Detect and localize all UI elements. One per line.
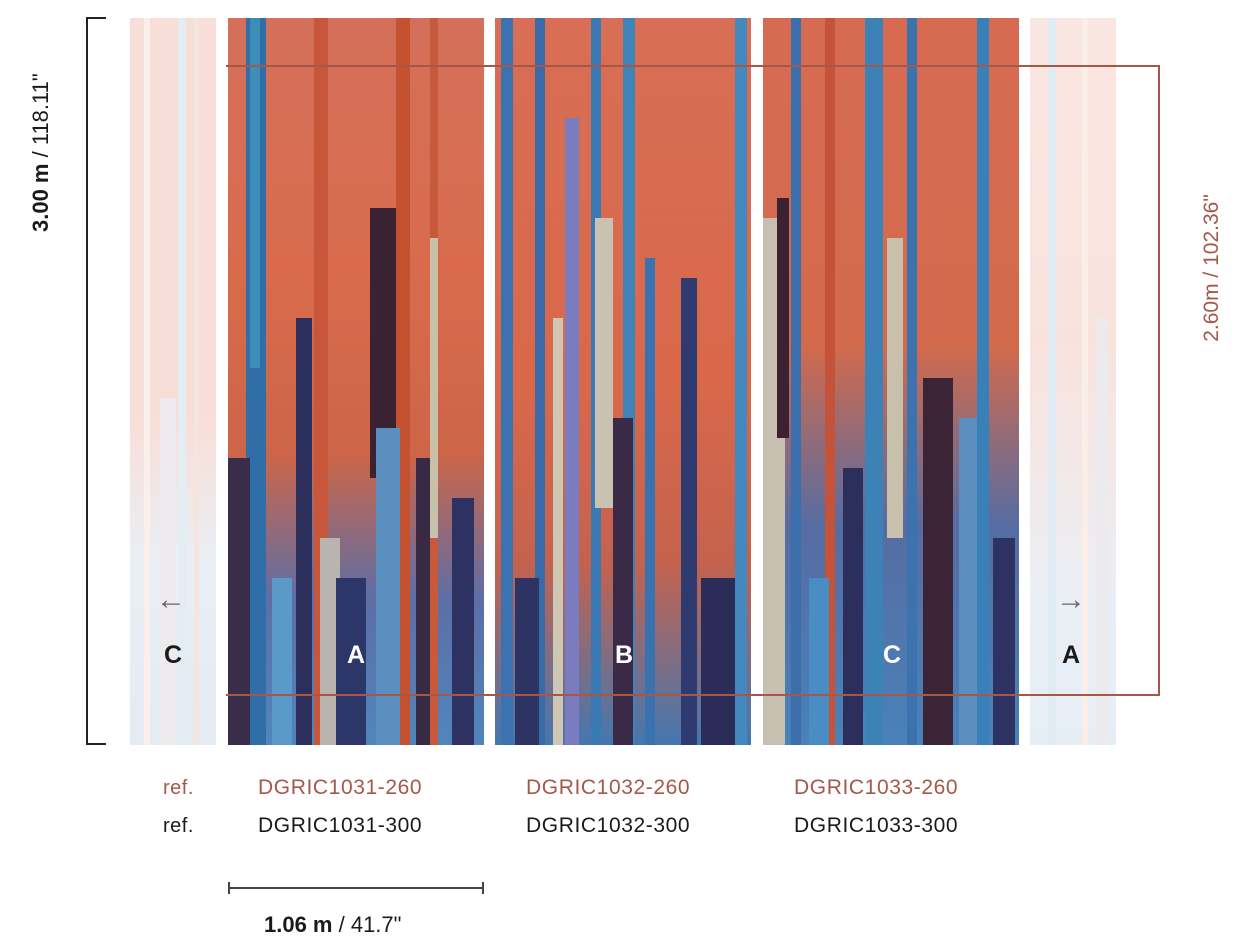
- inner-height-label: 2.60m / 102.36": [1200, 194, 1223, 342]
- letter-panel-a: A: [346, 641, 366, 669]
- width-bold: 1.06 m: [264, 912, 333, 937]
- ref-label-260: ref.: [163, 777, 194, 799]
- ref-panel-b-300: DGRIC1032-300: [526, 814, 691, 837]
- ref-panel-a-260: DGRIC1031-260: [258, 776, 423, 799]
- total-bracket-bottom-tick: [86, 743, 106, 745]
- total-bracket-vertical: [86, 17, 88, 745]
- width-label: 1.06 m / 41.7": [264, 912, 401, 938]
- ref-panel-c-300: DGRIC1033-300: [794, 814, 959, 837]
- panel-a: [228, 18, 484, 745]
- arrow-left-icon: ←: [156, 583, 186, 616]
- panel-b: [495, 18, 751, 745]
- width-rest: / 41.7": [332, 912, 402, 937]
- total-bracket-top-tick: [86, 17, 106, 19]
- width-line-right-tick: [482, 882, 484, 894]
- arrow-right-icon: →: [1056, 583, 1086, 616]
- total-height-rest: / 118.11": [28, 73, 53, 164]
- ghost-panel-right: [1030, 18, 1116, 745]
- total-height-bold: 3.00 m: [28, 163, 53, 233]
- ref-panel-b-260: DGRIC1032-260: [526, 776, 691, 799]
- panel-c: [763, 18, 1019, 745]
- width-line-left-tick: [228, 882, 230, 894]
- letter-panel-b: B: [614, 641, 634, 669]
- inner-bracket-bottom-tick: [1141, 694, 1159, 696]
- letter-ghost-left: C: [163, 641, 183, 669]
- letter-ghost-right: A: [1061, 641, 1081, 669]
- letter-panel-c: C: [882, 641, 902, 669]
- ref-label-300: ref.: [163, 815, 194, 837]
- total-height-label: 3.00 m / 118.11": [28, 73, 54, 232]
- ghost-panel-left: [130, 18, 216, 745]
- inner-height-top-line: [226, 65, 1144, 67]
- inner-bracket-vertical: [1158, 65, 1160, 696]
- ref-panel-c-260: DGRIC1033-260: [794, 776, 959, 799]
- width-line: [228, 887, 484, 889]
- ref-panel-a-300: DGRIC1031-300: [258, 814, 423, 837]
- inner-bracket-top-tick: [1141, 65, 1159, 67]
- inner-height-bottom-line: [226, 694, 1144, 696]
